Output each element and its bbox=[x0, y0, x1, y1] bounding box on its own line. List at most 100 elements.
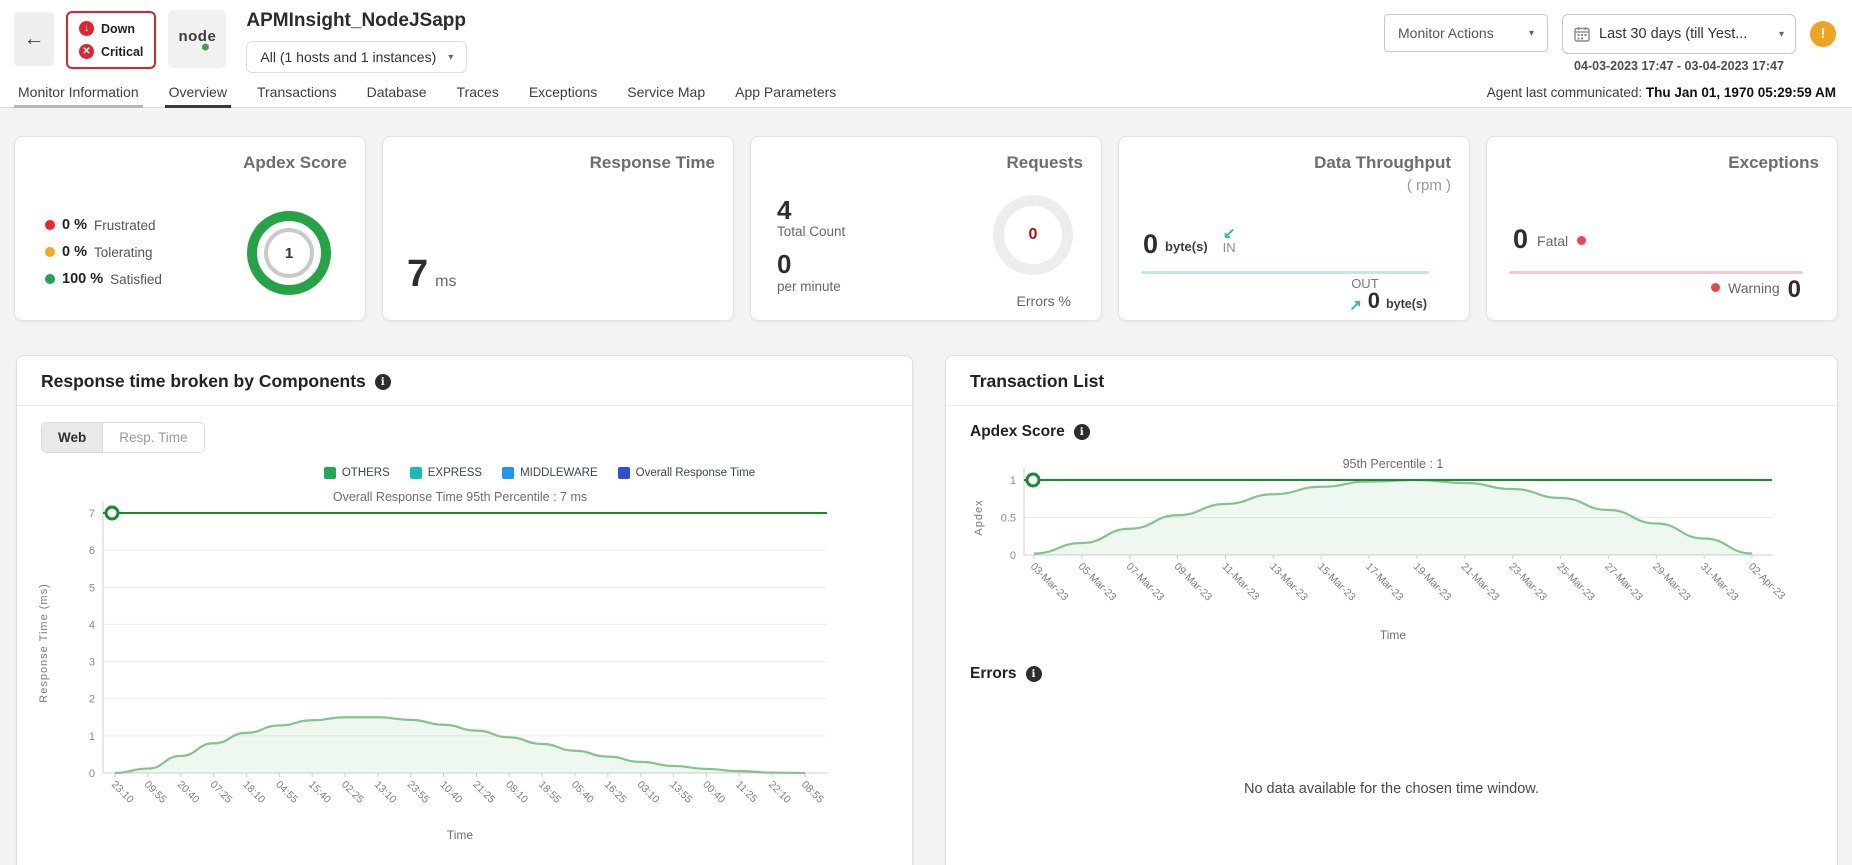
svg-text:1: 1 bbox=[1010, 475, 1016, 487]
apdex-metrics: 0 % Frustrated 0 % Tolerating 100 % Satisfied bbox=[45, 217, 162, 287]
agent-last-communicated-label: Agent last communicated: bbox=[1486, 85, 1643, 100]
svg-text:10:40: 10:40 bbox=[437, 779, 464, 806]
time-range-selector[interactable]: Last 30 days (till Yest... ▾ bbox=[1562, 14, 1796, 54]
tab-app-parameters[interactable]: App Parameters bbox=[735, 84, 837, 100]
svg-text:00:40: 00:40 bbox=[700, 779, 727, 806]
svg-text:0: 0 bbox=[1010, 550, 1016, 562]
fatal-label: Fatal bbox=[1537, 233, 1569, 250]
tab-overview[interactable]: Overview bbox=[164, 84, 232, 108]
svg-text:5: 5 bbox=[89, 582, 95, 594]
svg-text:21:25: 21:25 bbox=[470, 779, 497, 806]
tab-exceptions[interactable]: Exceptions bbox=[528, 84, 598, 100]
monitor-actions-label: Monitor Actions bbox=[1398, 25, 1494, 41]
requests-counts: 4 Total Count 0 per minute bbox=[777, 196, 845, 306]
legend-item-others[interactable]: OTHERS bbox=[323, 467, 390, 479]
x-circle-icon: ✕ bbox=[79, 44, 94, 59]
apdex-score-section-label: Apdex Score bbox=[970, 423, 1065, 440]
legend-item-overall-response-time[interactable]: Overall Response Time bbox=[617, 467, 756, 479]
toggle-web-button[interactable]: Web bbox=[42, 423, 104, 452]
svg-text:Apdex: Apdex bbox=[973, 499, 985, 535]
legend-label: Overall Response Time bbox=[635, 467, 756, 479]
svg-text:6: 6 bbox=[89, 545, 95, 557]
agent-last-communicated: Agent last communicated: Thu Jan 01, 197… bbox=[1487, 85, 1836, 100]
svg-text:18:55: 18:55 bbox=[536, 779, 563, 806]
tab-database[interactable]: Database bbox=[366, 84, 427, 100]
info-icon[interactable]: i bbox=[1073, 424, 1090, 440]
status-down: ↓ Down bbox=[79, 21, 143, 36]
kpi-cards-row: Apdex Score 0 % Frustrated 0 % Tolerating 10… bbox=[14, 136, 1838, 321]
panel-title: Transaction List bbox=[970, 371, 1105, 391]
throughput-out-value: 0 bbox=[1367, 288, 1381, 313]
svg-text:11:25: 11:25 bbox=[733, 779, 760, 806]
fatal-dot-icon bbox=[1577, 236, 1587, 246]
host-instance-selector[interactable]: All (1 hosts and 1 instances) ▾ bbox=[246, 41, 468, 73]
topbar-right: Monitor Actions ▾ Last 30 days (till Yes… bbox=[1384, 14, 1836, 73]
monitor-actions-dropdown[interactable]: Monitor Actions ▾ bbox=[1384, 14, 1548, 52]
errors-percent-label: Errors % bbox=[1016, 293, 1071, 309]
card-title: Exceptions bbox=[1728, 153, 1819, 172]
svg-text:02:25: 02:25 bbox=[339, 779, 366, 806]
panel-title: Response time broken by Components bbox=[41, 371, 366, 391]
legend-swatch-icon bbox=[502, 467, 515, 479]
nodejs-monitor-icon: node ⬢ bbox=[168, 10, 227, 68]
back-button[interactable]: ← bbox=[14, 12, 54, 66]
requests-per-minute-value: 0 bbox=[777, 249, 792, 280]
throughput-in: 0 byte(s) ↙ IN bbox=[1143, 226, 1236, 259]
svg-text:13:55: 13:55 bbox=[667, 779, 694, 806]
time-range-detail: 04-03-2023 17:47 - 03-04-2023 17:47 bbox=[1574, 59, 1784, 73]
tabbar: Monitor Information Overview Transactions D… bbox=[0, 84, 1852, 108]
tab-traces[interactable]: Traces bbox=[456, 84, 499, 100]
legend-item-middleware[interactable]: MIDDLEWARE bbox=[502, 467, 598, 479]
legend-swatch-icon bbox=[323, 467, 336, 479]
topbar: ← ↓ Down ✕ Critical node ⬢ APMInsight_No… bbox=[0, 0, 1852, 84]
svg-text:07-Mar-23: 07-Mar-23 bbox=[1124, 561, 1167, 604]
tab-monitor-information[interactable]: Monitor Information bbox=[14, 84, 143, 108]
agent-last-communicated-value: Thu Jan 01, 1970 05:29:59 AM bbox=[1645, 85, 1836, 100]
host-instance-selector-label: All (1 hosts and 1 instances) bbox=[260, 49, 437, 65]
svg-text:09:55: 09:55 bbox=[142, 779, 169, 806]
svg-text:29-Mar-23: 29-Mar-23 bbox=[1650, 561, 1693, 604]
apdex-score-section-heading: Apdex Score i bbox=[970, 423, 1837, 441]
apdex-metric-tolerating: 0 % Tolerating bbox=[45, 244, 162, 260]
throughput-in-unit: byte(s) bbox=[1165, 239, 1208, 254]
requests-card: Requests 4 Total Count 0 per minute 0 Er… bbox=[750, 136, 1102, 321]
svg-text:03:10: 03:10 bbox=[635, 779, 662, 806]
card-subtitle: ( rpm ) bbox=[1406, 177, 1451, 194]
legend-label: MIDDLEWARE bbox=[520, 467, 598, 479]
svg-text:17-Mar-23: 17-Mar-23 bbox=[1363, 561, 1406, 604]
exceptions-divider bbox=[1509, 271, 1803, 274]
status-critical-label: Critical bbox=[101, 44, 144, 59]
svg-text:15-Mar-23: 15-Mar-23 bbox=[1315, 561, 1358, 604]
svg-text:Overall Response Time 95th Per: Overall Response Time 95th Percentile : … bbox=[333, 490, 587, 504]
legend-item-express[interactable]: EXPRESS bbox=[409, 467, 482, 479]
info-icon[interactable]: i bbox=[1025, 666, 1042, 682]
response-time-number: 7 bbox=[407, 253, 429, 295]
card-title: Apdex Score bbox=[243, 153, 347, 172]
info-icon[interactable]: i bbox=[374, 373, 391, 390]
tab-transactions[interactable]: Transactions bbox=[256, 84, 337, 100]
metric-label: Tolerating bbox=[94, 244, 153, 260]
svg-text:02-Apr-23: 02-Apr-23 bbox=[1746, 561, 1788, 603]
down-arrow-circle-icon: ↓ bbox=[79, 21, 94, 36]
toggle-resp-time-button[interactable]: Resp. Time bbox=[103, 423, 204, 452]
throughput-in-value: 0 bbox=[1143, 228, 1159, 259]
metric-dot-icon bbox=[45, 220, 55, 230]
response-time-unit: ms bbox=[435, 273, 457, 290]
legend-label: OTHERS bbox=[341, 467, 390, 479]
nodejs-hexagon-icon: ⬢ bbox=[201, 42, 210, 52]
card-title: Requests bbox=[1006, 153, 1083, 172]
throughput-in-direction: ↙ IN bbox=[1223, 226, 1236, 256]
apdex-metric-frustrated: 0 % Frustrated bbox=[45, 217, 162, 233]
tab-service-map[interactable]: Service Map bbox=[627, 84, 706, 100]
data-throughput-card: Data Throughput ( rpm ) 0 byte(s) ↙ IN O… bbox=[1118, 136, 1470, 321]
alert-warning-icon[interactable]: ! bbox=[1810, 21, 1836, 47]
apdex-score-card: Apdex Score 0 % Frustrated 0 % Tolerating 10… bbox=[14, 136, 366, 321]
svg-text:19-Mar-23: 19-Mar-23 bbox=[1411, 561, 1454, 604]
metric-label: Frustrated bbox=[94, 217, 156, 233]
errors-section-heading: Errors i bbox=[970, 665, 1837, 683]
svg-text:23-Mar-23: 23-Mar-23 bbox=[1507, 561, 1550, 604]
svg-text:18:10: 18:10 bbox=[240, 779, 267, 806]
exceptions-card: Exceptions 0 Fatal Warning 0 bbox=[1486, 136, 1838, 321]
response-components-panel: Response time broken by Components i Web… bbox=[16, 355, 913, 865]
